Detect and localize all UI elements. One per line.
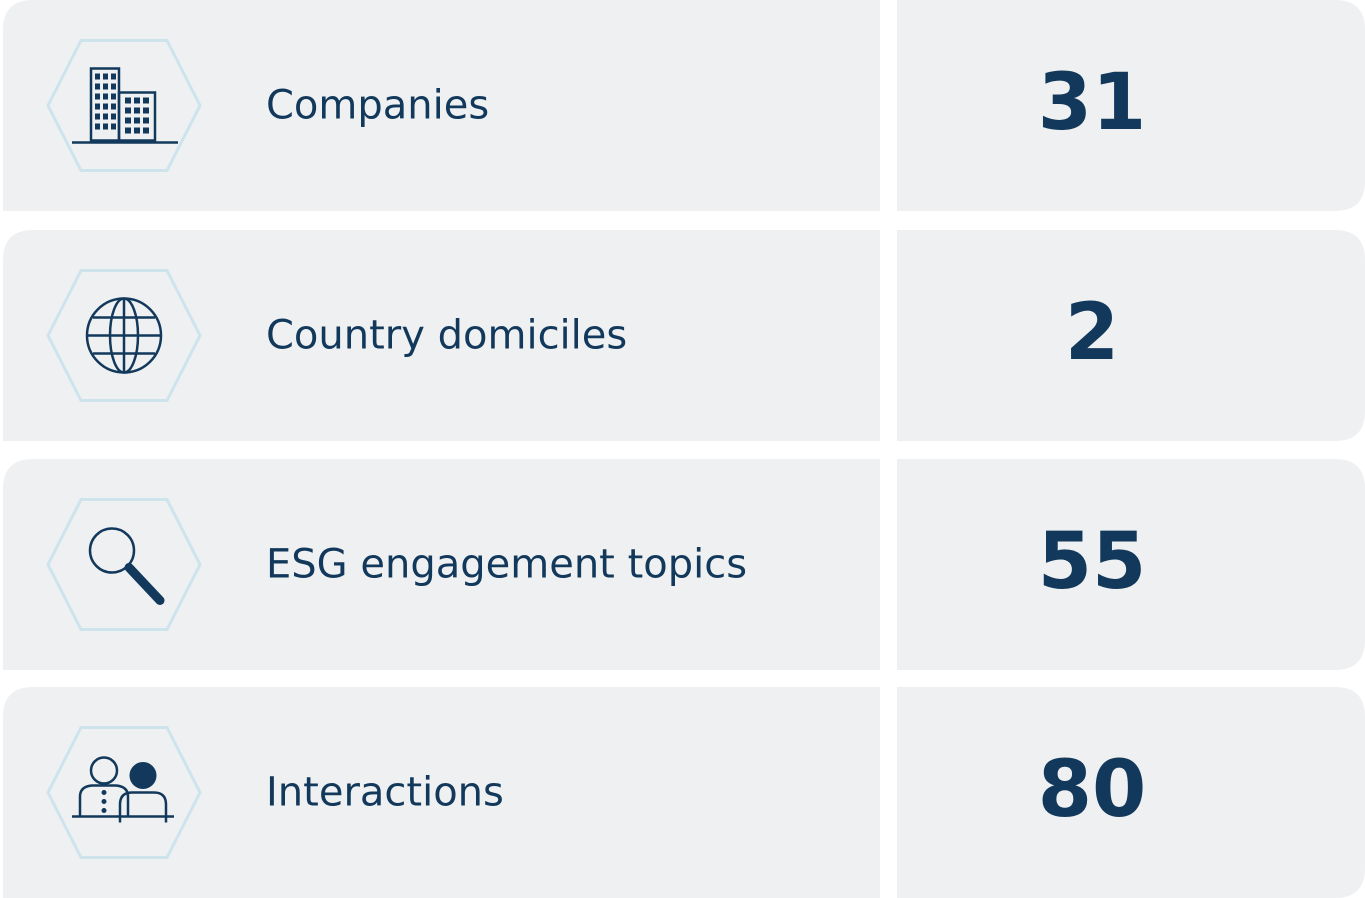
icon-part bbox=[101, 790, 107, 795]
row-label: ESG engagement topics bbox=[266, 542, 747, 588]
icon-part bbox=[134, 117, 140, 124]
hexagon bbox=[46, 726, 202, 859]
icon-part bbox=[111, 123, 116, 130]
icon-part bbox=[143, 107, 149, 114]
stat-row: ESG engagement topics 55 bbox=[3, 459, 1365, 670]
icon-part bbox=[134, 107, 140, 114]
icon-part bbox=[101, 799, 107, 804]
icon-part bbox=[143, 127, 149, 134]
icon-glyph bbox=[72, 756, 174, 823]
label-panel bbox=[3, 0, 880, 211]
row-label: Companies bbox=[266, 83, 489, 129]
icon-part bbox=[143, 117, 149, 124]
icon-part bbox=[111, 103, 116, 110]
icon-part bbox=[111, 73, 116, 80]
stat-row: Interactions 80 bbox=[3, 687, 1365, 898]
row-value: 80 bbox=[1038, 745, 1147, 835]
icon-part bbox=[111, 93, 116, 100]
row-value: 31 bbox=[1038, 58, 1147, 148]
icon-glyph bbox=[85, 297, 163, 374]
icon-part bbox=[95, 73, 100, 80]
icon-part bbox=[95, 83, 100, 90]
value-panel bbox=[897, 230, 1365, 441]
icon-part bbox=[117, 91, 157, 142]
stat-row: Companies 31 bbox=[3, 0, 1365, 211]
hexagon bbox=[46, 498, 202, 631]
icon-part bbox=[103, 103, 108, 110]
icon-part bbox=[88, 527, 136, 574]
label-panel bbox=[3, 687, 880, 898]
stat-row: Country domiciles 2 bbox=[3, 230, 1365, 441]
icon-part bbox=[125, 117, 131, 124]
icon-part bbox=[118, 791, 168, 823]
value-panel bbox=[897, 687, 1365, 898]
icon-part bbox=[103, 73, 108, 80]
row-icon bbox=[46, 726, 202, 859]
icon-part bbox=[143, 97, 149, 104]
row-label: Interactions bbox=[266, 770, 504, 816]
icon-part bbox=[125, 127, 131, 134]
icon-part bbox=[95, 113, 100, 120]
icon-glyph bbox=[72, 67, 178, 144]
icon-glyph bbox=[88, 527, 165, 605]
label-panel bbox=[3, 459, 880, 670]
row-value: 2 bbox=[1065, 288, 1119, 378]
icon-part bbox=[134, 127, 140, 134]
icon-part bbox=[95, 103, 100, 110]
icon-part bbox=[103, 93, 108, 100]
value-panel bbox=[897, 0, 1365, 211]
row-icon bbox=[46, 39, 202, 172]
hexagon bbox=[46, 269, 202, 402]
icon-part bbox=[111, 113, 116, 120]
row-icon bbox=[46, 498, 202, 631]
hexagon bbox=[46, 39, 202, 172]
label-panel bbox=[3, 230, 880, 441]
icon-part bbox=[95, 93, 100, 100]
icon-part bbox=[134, 97, 140, 104]
icon-part bbox=[103, 83, 108, 90]
row-label: Country domiciles bbox=[266, 313, 627, 359]
icon-part bbox=[129, 762, 157, 789]
icon-part bbox=[103, 123, 108, 130]
icon-part bbox=[101, 808, 107, 813]
icon-part bbox=[111, 83, 116, 90]
icon-part bbox=[125, 97, 131, 104]
row-icon bbox=[46, 269, 202, 402]
value-panel bbox=[897, 459, 1365, 670]
icon-part bbox=[124, 563, 165, 605]
icon-part bbox=[125, 107, 131, 114]
icon-part bbox=[103, 113, 108, 120]
icon-part bbox=[89, 756, 119, 785]
row-value: 55 bbox=[1038, 517, 1147, 607]
icon-part bbox=[95, 123, 100, 130]
